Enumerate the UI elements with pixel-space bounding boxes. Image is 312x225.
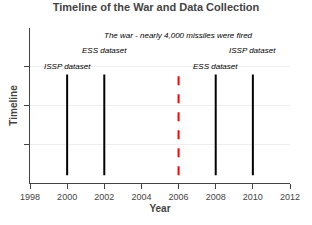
svg-text:2012: 2012	[280, 192, 300, 202]
svg-text:1998: 1998	[20, 192, 40, 202]
svg-text:2008: 2008	[206, 192, 226, 202]
svg-text:ESS dataset: ESS dataset	[193, 62, 238, 71]
svg-text:2000: 2000	[57, 192, 77, 202]
svg-text:Timeline: Timeline	[8, 85, 19, 126]
svg-text:Timeline of the War and Data C: Timeline of the War and Data Collection	[53, 1, 260, 13]
svg-text:The war - nearly 4,000 missile: The war - nearly 4,000 missiles were fir…	[104, 31, 253, 40]
svg-text:ESS dataset: ESS dataset	[82, 46, 127, 55]
svg-text:Year: Year	[149, 203, 170, 214]
svg-text:2006: 2006	[169, 192, 189, 202]
svg-text:ISSP dataset: ISSP dataset	[229, 46, 276, 55]
svg-text:ISSP dataset: ISSP dataset	[44, 62, 91, 71]
svg-text:2002: 2002	[94, 192, 114, 202]
svg-text:2004: 2004	[131, 192, 151, 202]
svg-text:2010: 2010	[243, 192, 263, 202]
